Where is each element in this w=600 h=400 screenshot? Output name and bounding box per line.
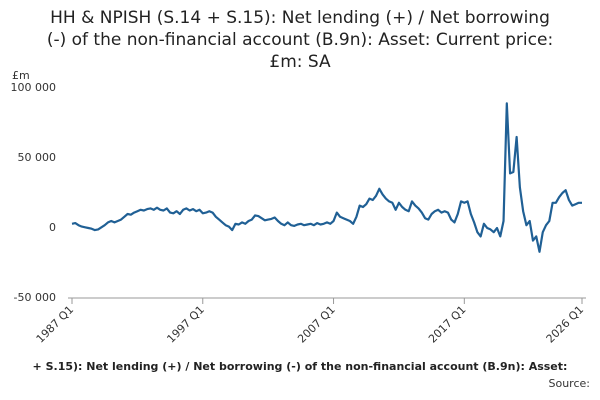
x-tick-label: 1987 Q1 [34, 303, 77, 346]
source: Source: [549, 377, 591, 390]
y-tick-label: 50 000 [18, 151, 57, 164]
data-line [71, 102, 582, 253]
y-tick-label: 100 000 [11, 81, 57, 94]
y-tick-label: 0 [49, 221, 56, 234]
x-tick-label: 2017 Q1 [426, 303, 469, 346]
chart-title: (-) of the non-financial account (B.9n):… [47, 30, 553, 50]
chart-title: HH & NPISH (S.14 + S.15): Net lending (+… [50, 8, 550, 28]
x-tick-label: 1997 Q1 [164, 303, 207, 346]
y-unit: £m [12, 69, 30, 82]
chart-title: £m: SA [269, 52, 331, 72]
y-tick-label: -50 000 [14, 291, 56, 304]
footer-title: + S.15): Net lending (+) / Net borrowing… [33, 360, 568, 373]
x-tick-label: 2026 Q1 [544, 303, 587, 346]
x-tick-label: 2007 Q1 [295, 303, 338, 346]
